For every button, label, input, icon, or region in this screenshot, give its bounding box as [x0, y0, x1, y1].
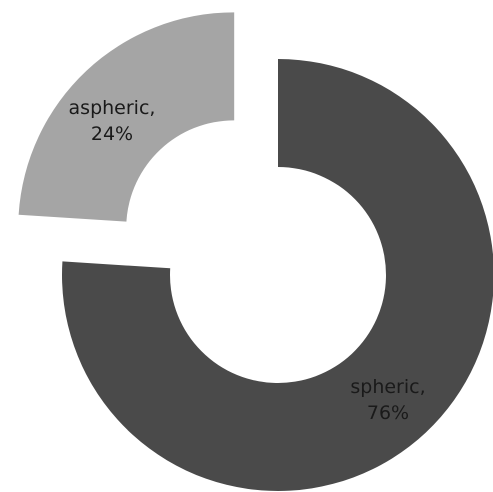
label-aspheric: aspheric, 24% — [69, 97, 156, 145]
label-spheric-percent: 76% — [367, 402, 409, 424]
label-aspheric-percent: 24% — [91, 123, 133, 145]
labels-group: spheric, 76% aspheric, 24% — [69, 97, 426, 424]
slice-aspheric — [18, 12, 235, 222]
label-spheric: spheric, 76% — [350, 376, 425, 424]
label-spheric-category: spheric, — [350, 376, 425, 398]
slices-group — [18, 12, 493, 491]
label-aspheric-category: aspheric, — [69, 97, 156, 119]
slice-spheric — [62, 59, 493, 491]
